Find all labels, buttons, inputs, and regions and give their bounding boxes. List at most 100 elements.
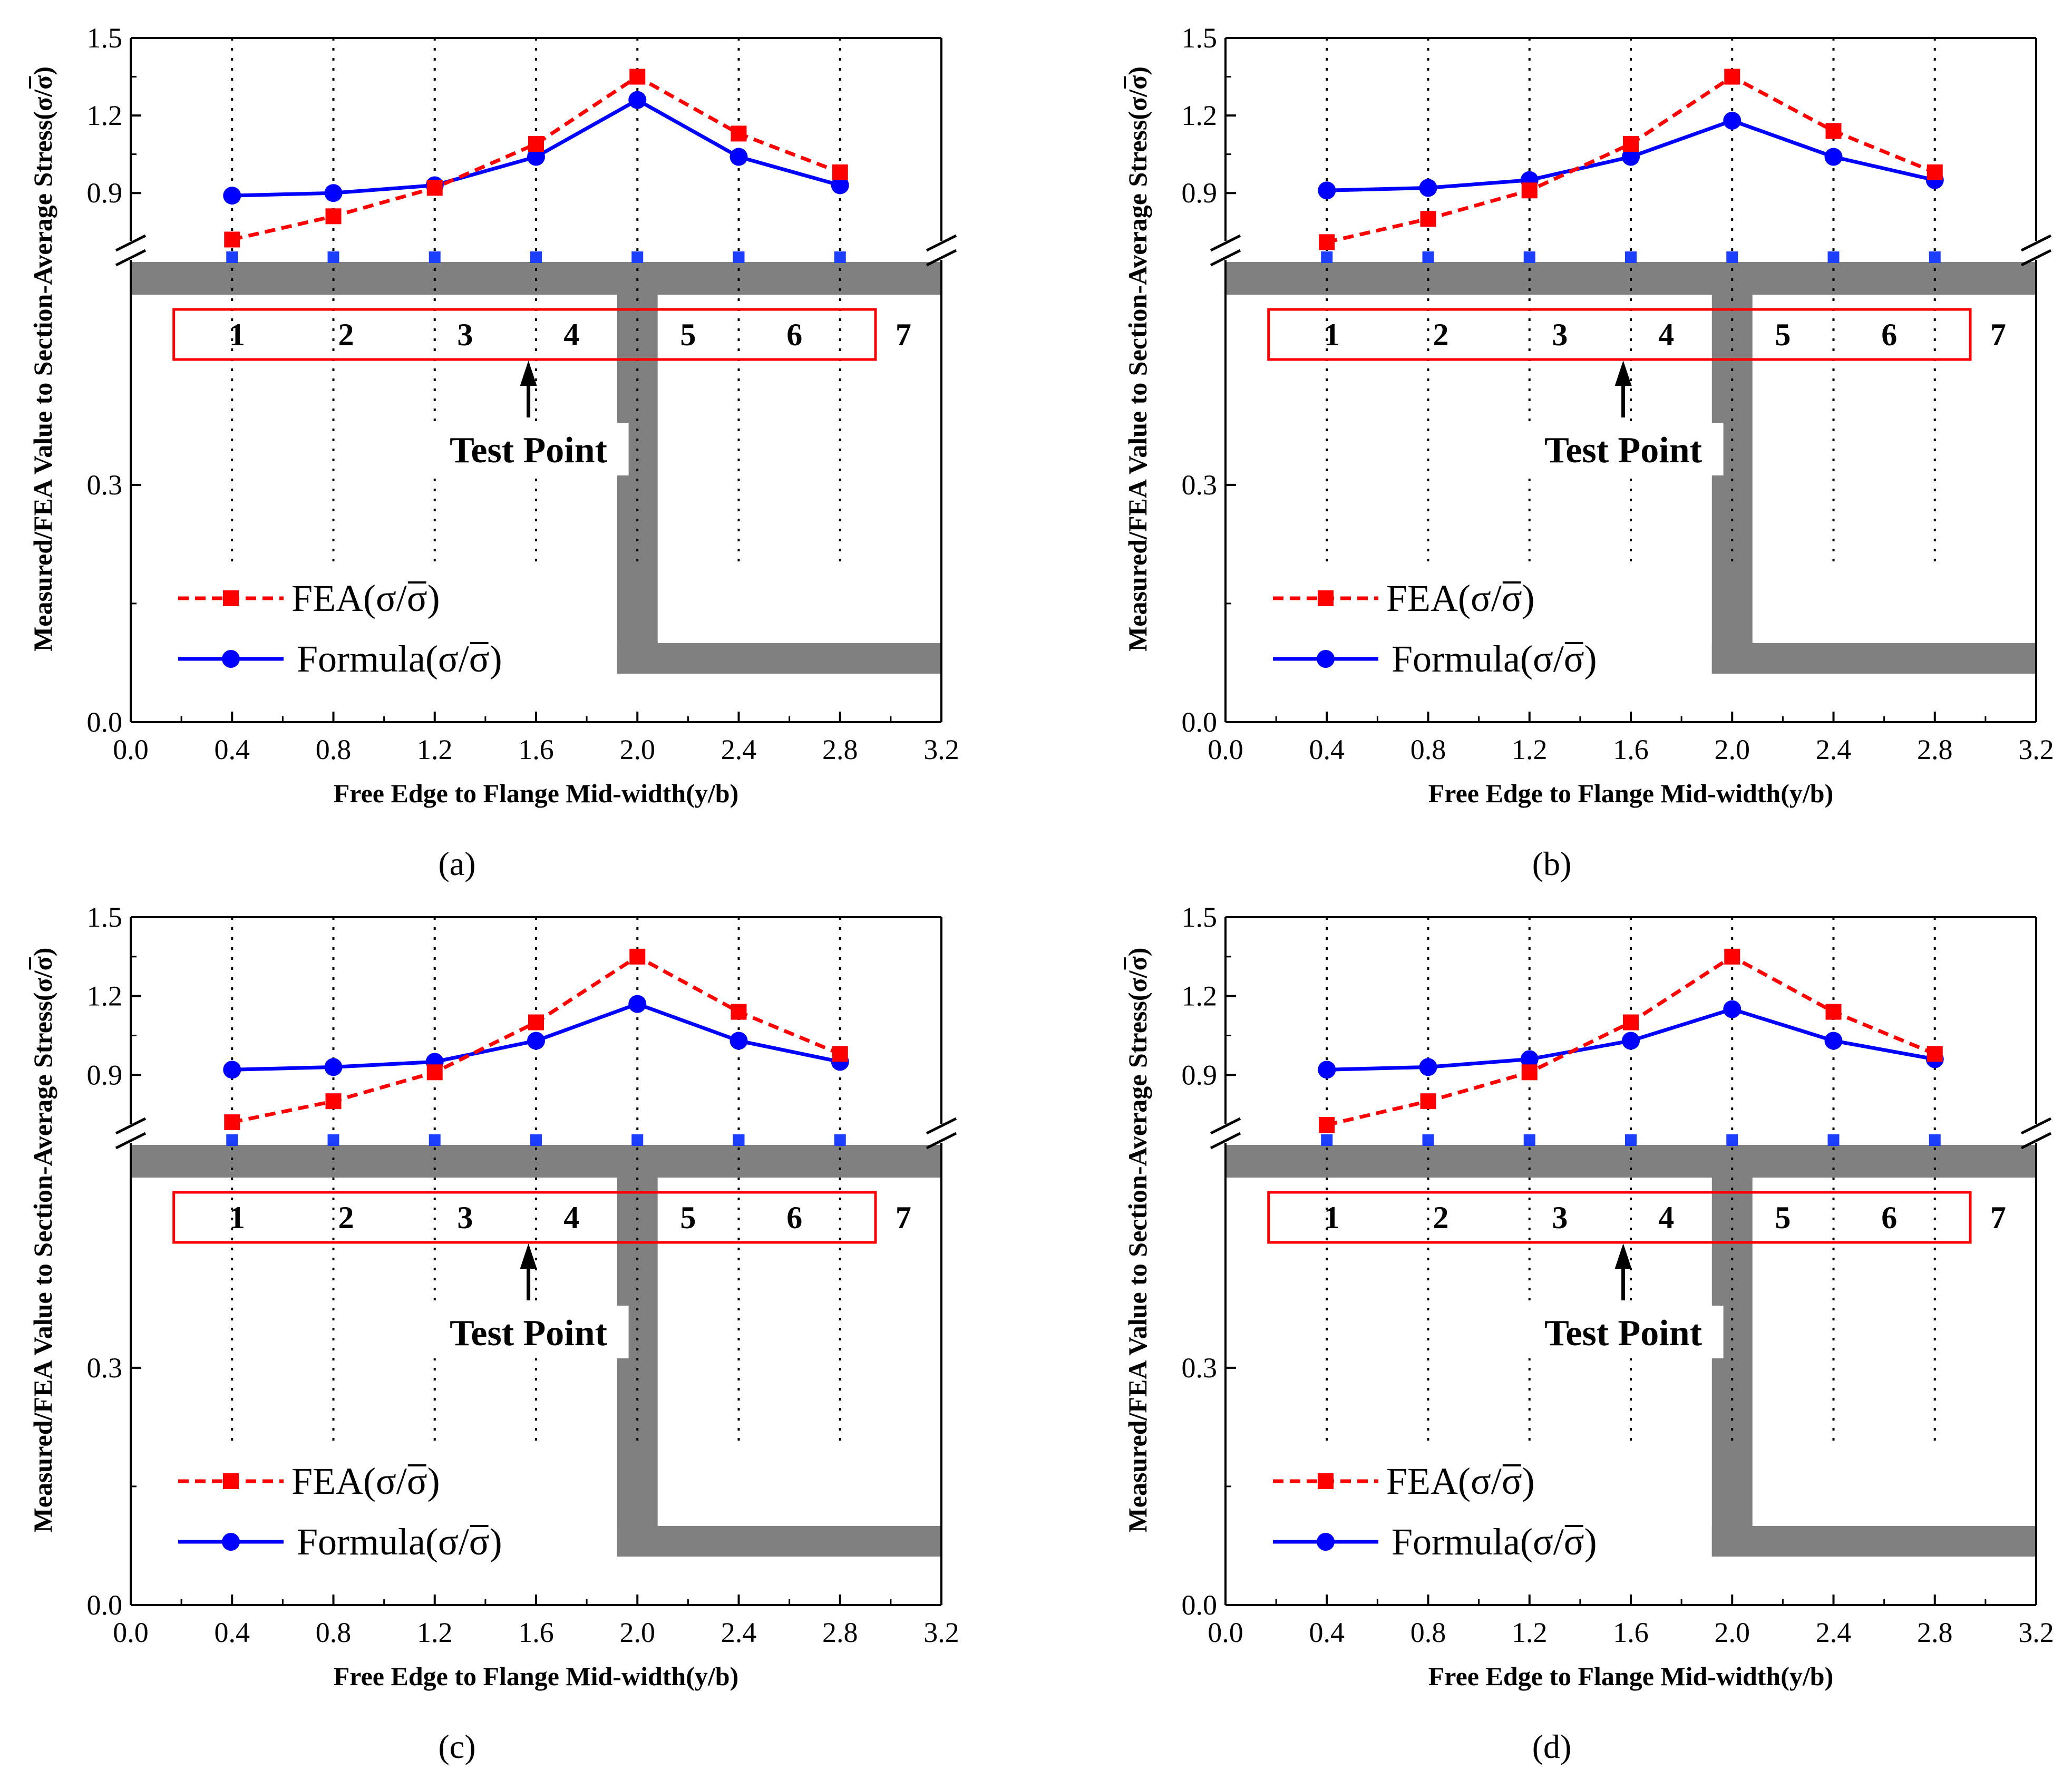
section-bottom-flange [617,643,941,674]
legend-fea-marker [223,1473,239,1489]
y-tick-label-3: 1.2 [1182,100,1218,131]
axis-break-mark-left-1 [1210,234,1241,252]
x-tick-label-4: 1.6 [1613,1617,1649,1648]
x-tick-label-0: 0.0 [1208,1617,1243,1648]
point-number-3: 3 [457,1200,473,1235]
flange-marker-3 [429,251,441,263]
formula-point-6 [729,148,748,166]
point-number-7: 7 [896,1200,911,1235]
section-top-flange [131,1145,941,1178]
x-tick-label-2: 0.8 [1410,1617,1446,1648]
test-point-label: Test Point [450,430,607,471]
flange-marker-3 [429,1134,441,1146]
chart-panel-b: 1 2 3 4 5 6 7 Test Point 0.0 0.4 0.8 1.2 1.6 2.0 2.4 2.… [1123,22,2054,882]
fea-point-7 [1927,164,1943,180]
x-tick-label-6: 2.4 [721,734,757,765]
y-axis-label: Measured/FEA Value to Section-Average St… [28,66,57,652]
fea-point-6 [731,125,747,142]
point-number-2: 2 [1433,1200,1449,1235]
formula-point-4 [1622,148,1640,166]
flange-marker-3 [1523,1134,1535,1146]
flange-marker-5 [1726,1134,1738,1146]
chart-panel-d: 1 2 3 4 5 6 7 Test Point 0.0 0.4 0.8 1.2 1.6 2.0 2.4 2.… [1123,901,2054,1765]
fea-point-5 [1724,948,1740,965]
x-tick-label-5: 2.0 [1715,1617,1750,1648]
y-axis-label: Measured/FEA Value to Section-Average St… [1123,66,1152,652]
axis-break-mark-right-2 [926,1132,957,1150]
fea-point-1 [1319,1117,1335,1133]
test-point-label-bg [428,1306,629,1358]
test-point-label: Test Point [1544,430,1702,471]
flange-marker-2 [1422,1134,1434,1146]
fea-point-2 [1420,211,1436,227]
flange-marker-3 [1523,251,1535,263]
point-number-4: 4 [563,317,579,352]
y-axis-label: Measured/FEA Value to Section-Average St… [1123,948,1152,1533]
y-tick-label-1: 0.3 [1182,469,1218,501]
fea-point-3 [1521,182,1538,199]
y-tick-label-2: 0.9 [87,177,123,209]
y-tick-label-1: 0.3 [87,469,123,501]
formula-point-1 [1318,181,1336,200]
flange-marker-6 [733,251,745,263]
point-number-1: 1 [229,317,245,352]
fea-point-6 [1825,123,1842,139]
x-tick-label-1: 0.4 [215,734,250,765]
x-axis-label: Free Edge to Flange Mid-width(y/b) [334,779,738,808]
axis-break-mark-right-2 [926,249,957,267]
section-top-flange [1225,1145,2036,1178]
point-number-5: 5 [680,317,696,352]
point-number-3: 3 [457,317,473,352]
flange-marker-7 [834,1134,846,1146]
flange-marker-6 [1827,1134,1840,1146]
point-number-2: 2 [338,317,354,352]
flange-marker-2 [327,1134,339,1146]
formula-point-1 [1318,1061,1336,1079]
x-tick-label-7: 2.8 [822,734,858,765]
fea-point-4 [1623,1014,1639,1031]
x-tick-label-2: 0.8 [1410,734,1446,765]
formula-point-7 [831,176,849,195]
fea-point-3 [1521,1064,1538,1081]
x-axis-label: Free Edge to Flange Mid-width(y/b) [1428,1661,1833,1691]
flange-marker-6 [733,1134,745,1146]
legend-fea-marker [223,590,239,606]
x-tick-label-2: 0.8 [316,734,352,765]
test-point-box [172,1191,877,1244]
formula-point-1 [223,187,241,205]
fea-point-7 [832,1046,848,1062]
y-tick-label-1: 0.3 [87,1352,123,1384]
panel-caption: (b) [1532,845,1572,882]
legend-fea-marker [1318,590,1334,606]
test-point-box [1267,308,1972,361]
point-number-1: 1 [1324,1200,1340,1235]
test-point-label-bg [1523,423,1724,475]
x-tick-label-0: 0.0 [113,734,149,765]
section-bottom-flange [1711,1526,2036,1557]
formula-point-2 [324,184,343,202]
section-bottom-flange [1711,643,2036,674]
fea-point-5 [629,948,646,965]
test-point-arrow-head [1614,1243,1632,1269]
axis-break-mark-left-2 [1210,249,1241,267]
point-number-6: 6 [786,317,802,352]
x-tick-label-6: 2.4 [721,1617,757,1648]
test-point-box [172,308,877,361]
point-number-7: 7 [1990,1200,2006,1235]
test-point-label: Test Point [1544,1313,1702,1354]
legend-formula-label: Formula(σ/σ) [1392,638,1597,680]
test-point-label-bg [1523,1306,1724,1358]
x-tick-label-1: 0.4 [215,1617,250,1648]
point-number-6: 6 [1881,317,1897,352]
legend-fea-label: FEA(σ/σ) [1386,1460,1535,1502]
formula-point-4 [527,148,545,166]
flange-marker-4 [530,251,542,263]
flange-marker-5 [631,251,644,263]
flange-marker-4 [1625,1134,1637,1146]
chart-panel-a: 1 2 3 4 5 6 7 Test Point 0.0 0.4 0.8 1.2 1.6 2.0 2.4 2.… [28,22,959,882]
legend-formula-marker [222,1533,240,1551]
fea-point-2 [1420,1093,1436,1110]
test-point-arrow-head [520,1243,537,1269]
flange-marker-4 [530,1134,542,1146]
point-number-2: 2 [338,1200,354,1235]
